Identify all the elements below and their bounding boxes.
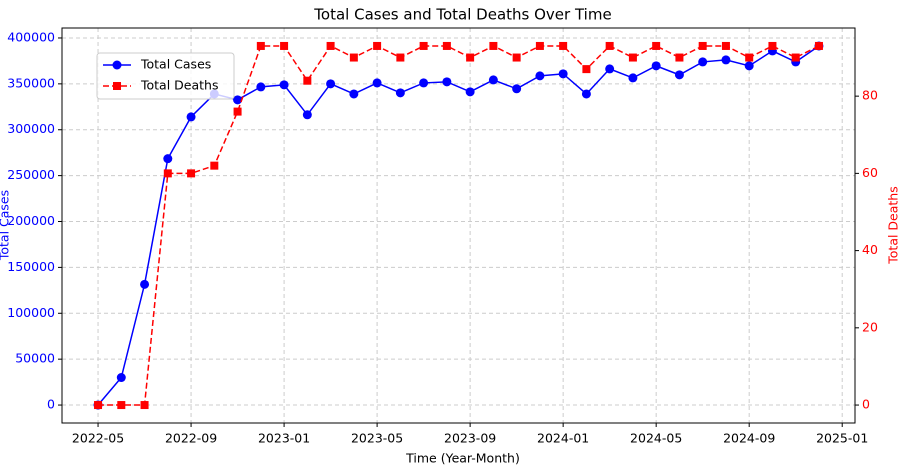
x-tick-label: 2023-01 (258, 431, 310, 446)
y-axis-label: Total Cases (0, 190, 12, 261)
y-tick-label: 400000 (7, 29, 55, 44)
data-point (628, 53, 637, 62)
data-point (302, 110, 312, 120)
data-point (535, 71, 545, 81)
y2-axis-label: Total Deaths (886, 186, 901, 264)
data-point (465, 87, 475, 97)
data-point (117, 401, 126, 410)
data-point (721, 41, 730, 50)
data-point (163, 154, 173, 164)
data-point (140, 401, 149, 410)
y2-tick-label: 80 (862, 88, 878, 103)
data-point (791, 53, 800, 62)
data-point (559, 41, 568, 50)
x-axis-label: Time (Year-Month) (405, 451, 520, 466)
data-point (396, 53, 405, 62)
legend-box (96, 52, 235, 100)
y-tick-label: 0 (47, 397, 55, 412)
data-point (303, 76, 312, 85)
x-tick-label: 2023-09 (444, 431, 496, 446)
data-point (442, 41, 451, 50)
data-point (488, 75, 498, 85)
data-point (582, 65, 591, 74)
y-tick-label: 300000 (7, 121, 55, 136)
chart-title: Total Cases and Total Deaths Over Time (313, 6, 611, 24)
x-tick-label: 2024-09 (723, 431, 775, 446)
x-tick-label: 2025-01 (816, 431, 868, 446)
data-point (187, 169, 196, 178)
x-tick-label: 2024-05 (630, 431, 682, 446)
data-point (233, 95, 243, 105)
legend-label: Total Deaths (140, 78, 218, 93)
data-point (442, 77, 452, 87)
y-tick-label: 250000 (7, 167, 55, 182)
data-point (280, 41, 289, 50)
series-line (98, 44, 820, 406)
legend-label: Total Cases (140, 57, 211, 72)
data-point (210, 161, 219, 170)
data-point (581, 89, 591, 99)
data-point (349, 89, 359, 99)
data-point (558, 69, 568, 79)
x-tick-label: 2022-09 (165, 431, 217, 446)
data-point (419, 78, 429, 88)
y2-tick-label: 40 (862, 242, 878, 257)
data-point (605, 64, 615, 74)
data-point (372, 78, 382, 88)
data-point (675, 53, 684, 62)
data-point (140, 279, 150, 289)
data-point (186, 112, 196, 122)
y-tick-label: 350000 (7, 75, 55, 90)
data-point (419, 41, 428, 50)
data-point (605, 41, 614, 50)
data-point (326, 79, 336, 89)
data-point (395, 88, 405, 98)
y-tick-label: 100000 (7, 305, 55, 320)
data-point (652, 41, 661, 50)
data-point (279, 80, 289, 90)
x-tick-label: 2022-05 (72, 431, 124, 446)
data-point (512, 53, 521, 62)
data-point (535, 41, 544, 50)
data-point (744, 61, 754, 71)
data-point (349, 53, 358, 62)
data-point (628, 73, 638, 83)
y-tick-label: 50000 (15, 351, 55, 366)
data-point (373, 41, 382, 50)
data-point (651, 61, 661, 71)
data-point (768, 41, 777, 50)
y-tick-label: 150000 (7, 259, 55, 274)
data-point (698, 57, 708, 67)
data-point (163, 169, 172, 178)
x-tick-label: 2024-01 (537, 431, 589, 446)
y2-tick-label: 0 (862, 397, 870, 412)
y2-tick-label: 20 (862, 319, 878, 334)
y-tick-label: 200000 (7, 213, 55, 228)
data-point (674, 70, 684, 80)
data-point (489, 41, 498, 50)
data-point (256, 82, 266, 92)
data-point (466, 53, 475, 62)
data-point (698, 41, 707, 50)
legend-marker (112, 60, 122, 70)
data-point (256, 41, 265, 50)
data-point (814, 41, 823, 50)
data-point (721, 55, 731, 65)
data-point (94, 401, 103, 410)
y2-tick-label: 60 (862, 165, 878, 180)
plot-frame (61, 27, 856, 424)
legend-marker (113, 82, 121, 90)
data-point (745, 53, 754, 62)
data-point (233, 107, 242, 116)
data-point (512, 84, 522, 94)
data-point (326, 41, 335, 50)
data-point (116, 373, 126, 383)
x-tick-label: 2023-05 (351, 431, 403, 446)
series-line (97, 45, 820, 406)
